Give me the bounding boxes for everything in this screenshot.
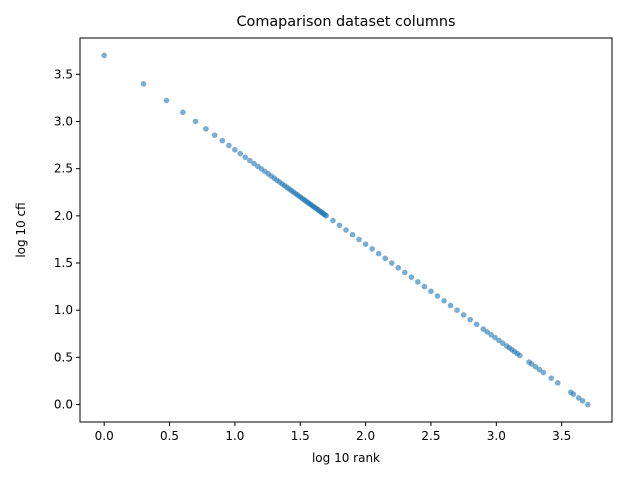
data-point	[219, 137, 226, 144]
data-point	[554, 380, 561, 386]
data-point	[211, 132, 218, 138]
data-point	[480, 326, 487, 332]
data-point	[528, 361, 535, 367]
data-point	[517, 352, 523, 359]
x-tick-label: 3.5	[552, 429, 571, 443]
data-point	[388, 260, 395, 266]
y-tick-label: 1.0	[54, 303, 73, 317]
data-point	[232, 147, 238, 153]
y-tick-label: 0.5	[54, 350, 73, 364]
data-point	[441, 297, 447, 304]
data-point	[369, 246, 375, 252]
data-point	[415, 279, 421, 285]
x-tick-label: 2.5	[421, 429, 440, 443]
data-point	[343, 227, 349, 233]
x-axis-label: log 10 rank	[312, 451, 380, 465]
y-tick-label: 2.0	[54, 209, 73, 223]
data-point	[395, 264, 402, 271]
plot-frame	[79, 37, 613, 423]
x-tick-label: 0.0	[95, 429, 114, 443]
chart-title: Comaparison dataset columns	[236, 14, 455, 30]
y-axis-ticks: 0.0 0.5 1.0 1.5 2.0 2.5 3.0 3.5	[54, 67, 80, 412]
data-point	[496, 337, 502, 344]
data-point	[421, 283, 428, 290]
data-point	[460, 312, 467, 318]
x-tick-label: 1.5	[291, 429, 310, 443]
data-point	[532, 364, 539, 370]
data-point	[447, 302, 454, 309]
data-point	[251, 160, 257, 167]
x-tick-label: 1.0	[225, 429, 244, 443]
data-point	[408, 274, 415, 280]
x-tick-label: 0.5	[160, 429, 179, 443]
data-point	[484, 329, 490, 335]
data-point	[192, 118, 199, 125]
data-point	[434, 293, 441, 299]
data-point	[163, 97, 170, 104]
data-point	[488, 331, 494, 338]
data-points	[101, 52, 591, 408]
data-point	[330, 217, 336, 224]
data-point	[473, 321, 480, 328]
data-point	[402, 269, 408, 276]
data-point	[536, 366, 543, 373]
data-point	[454, 307, 460, 314]
data-point	[382, 255, 389, 262]
data-point	[570, 391, 577, 397]
data-point	[540, 369, 547, 376]
data-point	[247, 157, 253, 164]
data-point	[140, 81, 147, 87]
y-tick-label: 0.0	[54, 398, 73, 412]
y-tick-label: 2.5	[54, 162, 73, 176]
x-tick-label: 2.0	[356, 429, 375, 443]
x-axis-ticks: 0.0 0.5 1.0 1.5 2.0 2.5 3.0 3.5	[95, 422, 571, 443]
data-point	[101, 52, 107, 59]
data-point	[500, 340, 506, 347]
data-point	[548, 375, 555, 381]
data-point	[492, 334, 498, 341]
y-tick-label: 3.5	[54, 67, 73, 81]
data-point	[428, 288, 434, 295]
data-point	[356, 236, 362, 243]
data-point	[467, 316, 473, 323]
y-axis-label: log 10 cfi	[14, 202, 28, 257]
data-point	[180, 109, 186, 116]
data-point	[237, 150, 244, 157]
x-tick-label: 3.0	[487, 429, 506, 443]
data-point	[226, 142, 232, 149]
data-point	[579, 397, 586, 404]
data-point	[575, 395, 582, 401]
data-point	[323, 212, 330, 219]
y-tick-label: 3.0	[54, 114, 73, 128]
data-point	[336, 222, 343, 229]
data-point	[349, 231, 356, 238]
data-point	[585, 401, 591, 408]
y-tick-label: 1.5	[54, 256, 73, 270]
data-point	[362, 241, 369, 247]
data-point	[203, 126, 209, 132]
data-point	[375, 250, 382, 257]
data-point	[242, 154, 249, 161]
